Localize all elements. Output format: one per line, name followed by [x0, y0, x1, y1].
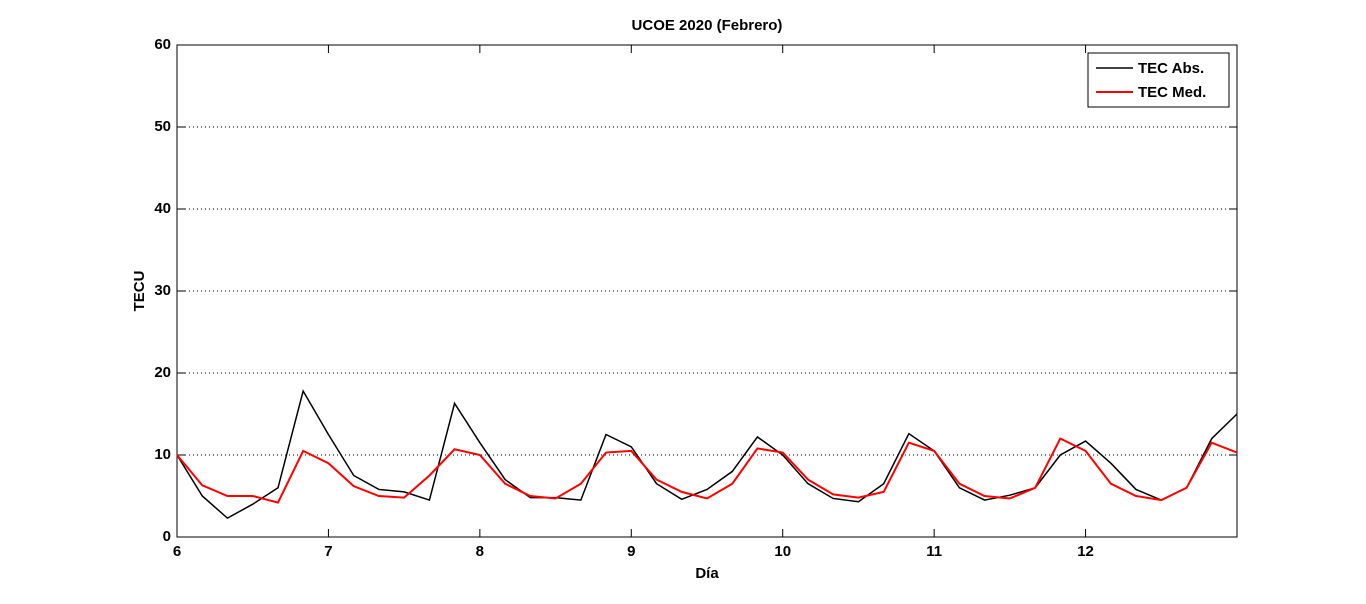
x-tick-label: 6: [173, 543, 181, 560]
y-tick-label: 20: [154, 364, 171, 381]
legend-label: TEC Abs.: [1138, 60, 1204, 77]
x-tick-label: 10: [774, 543, 791, 560]
y-tick-label: 50: [154, 118, 171, 135]
legend-box: [1087, 52, 1230, 108]
chart-title: UCOE 2020 (Febrero): [632, 17, 783, 34]
x-tick-label: 8: [476, 543, 484, 560]
plot-frame: [176, 44, 1238, 538]
x-tick-label: 11: [926, 543, 942, 560]
x-tick-label: 7: [324, 543, 332, 560]
y-tick-label: 30: [154, 282, 171, 299]
x-tick-label: 12: [1077, 543, 1094, 560]
legend-label: TEC Med.: [1138, 84, 1206, 101]
y-tick-label: 0: [163, 528, 171, 545]
data-line: [176, 389, 1238, 520]
y-axis-label: TECU: [131, 271, 148, 312]
x-axis-label: Día: [695, 565, 719, 582]
y-tick-label: 60: [154, 36, 171, 53]
y-tick-label: 40: [154, 200, 171, 217]
y-tick-label: 10: [154, 446, 171, 463]
x-tick-label: 9: [627, 543, 635, 560]
data-line: [176, 437, 1238, 504]
